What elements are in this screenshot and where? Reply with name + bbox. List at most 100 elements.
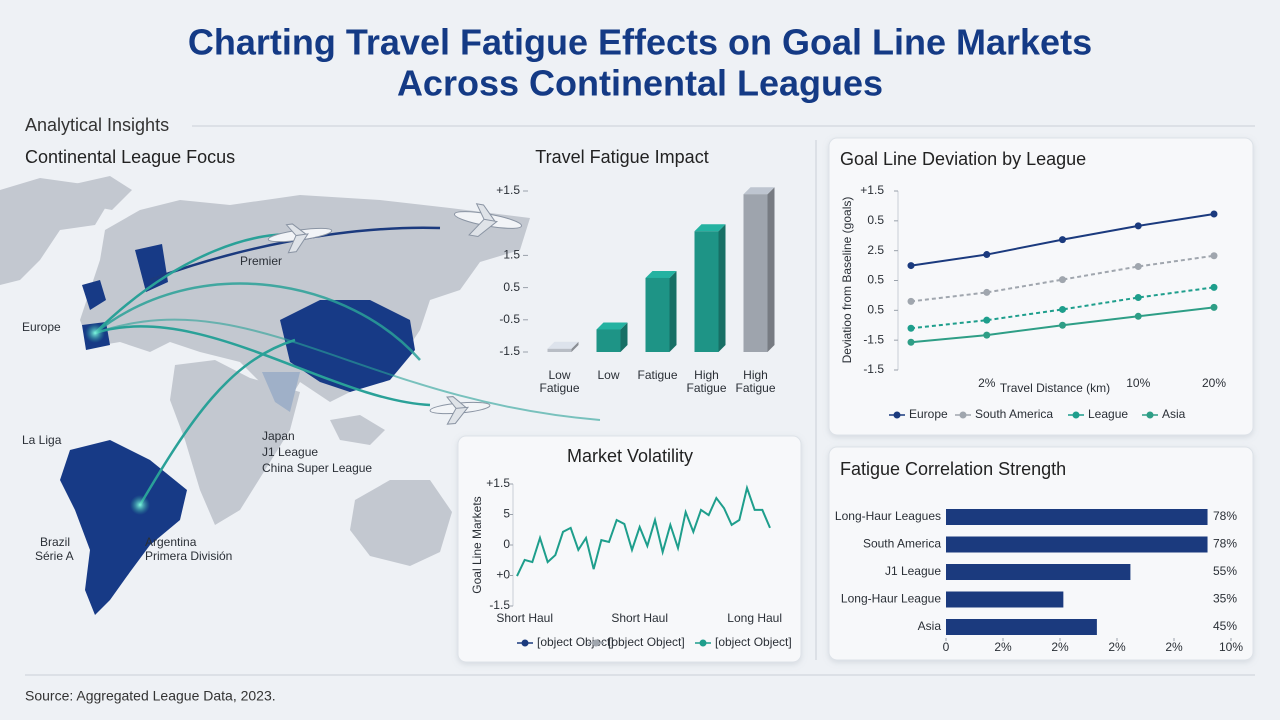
bar-top: [743, 187, 775, 195]
section-title: Analytical Insights: [25, 115, 169, 135]
series-line: [910, 286, 1215, 330]
point: [907, 262, 915, 270]
y-tick-label: 5: [503, 507, 510, 521]
value-label: 35%: [1213, 592, 1237, 606]
y-tick-label: 1.5: [503, 248, 520, 262]
bar-top: [645, 270, 677, 278]
x-axis-title: Travel Distance (km): [1000, 381, 1110, 395]
y-tick-label: 2.5: [867, 243, 884, 257]
y-axis-title: Goal Line Markets: [470, 496, 484, 593]
chart-title: Travel Fatigue Impact: [535, 147, 708, 167]
x-tick-label: 2%: [1108, 640, 1126, 654]
point: [1210, 283, 1218, 291]
map-label: Argentina: [145, 535, 197, 549]
point: [1059, 305, 1066, 313]
x-tick-label: Low: [597, 368, 620, 382]
point: [1134, 312, 1142, 320]
point: [1134, 222, 1142, 230]
series-line: [910, 254, 1215, 303]
x-tick-label: 10%: [1126, 376, 1150, 390]
point: [907, 297, 915, 305]
point: [983, 288, 991, 296]
bar-side: [620, 322, 628, 352]
bar-top: [694, 224, 726, 232]
source: Source: Aggregated League Data, 2023.: [25, 688, 276, 704]
x-tick-label: Fatigue: [637, 368, 678, 382]
category-label: South America: [863, 537, 941, 551]
x-tick-label: Long Haul: [727, 611, 782, 625]
legend-label: Asia: [1162, 407, 1186, 421]
x-tick-label: Short Haul: [611, 611, 668, 625]
map-title: Continental League Focus: [25, 147, 235, 167]
legend-label: [object Object]: [608, 635, 685, 649]
series-line: [516, 484, 771, 577]
x-tick-label: High Fatigue: [686, 368, 727, 395]
point: [1134, 262, 1142, 270]
chart-title: Fatigue Correlation Strength: [840, 459, 1066, 479]
x-tick-label: Short Haul: [496, 611, 553, 625]
bar-top: [547, 341, 579, 349]
card: [828, 446, 1254, 661]
bar-side: [669, 270, 677, 352]
y-tick-label: 0.5: [867, 213, 884, 227]
y-tick-label: 0.5: [867, 273, 884, 287]
value-label: 55%: [1213, 564, 1237, 578]
bar: [596, 329, 621, 352]
y-tick-label: -1.5: [499, 344, 520, 358]
chart-title: Market Volatility: [567, 446, 693, 466]
bar-side: [571, 341, 579, 352]
map-label: Premier: [240, 254, 282, 268]
x-tick-label: 10%: [1219, 640, 1243, 654]
y-axis-title: Deviatioo from Baseline (goals): [840, 197, 854, 364]
world-map: [0, 176, 601, 615]
y-tick-label: 0.5: [503, 280, 520, 294]
x-tick-label: 2%: [1165, 640, 1183, 654]
legend-label: South America: [975, 407, 1053, 421]
point: [1134, 294, 1142, 302]
point: [983, 316, 991, 324]
legend-swatch: [959, 411, 967, 419]
bar: [946, 536, 1208, 553]
y-tick-label: +1.5: [860, 183, 884, 197]
point: [1059, 276, 1066, 284]
map-label: Brazil: [40, 535, 70, 549]
y-tick-label: -1.5: [863, 332, 884, 346]
map-label: Primera División: [145, 549, 232, 563]
x-tick-label: 0: [943, 640, 950, 654]
y-tick-label: 0: [503, 537, 510, 551]
point: [1059, 236, 1066, 244]
bar: [946, 564, 1131, 580]
legend-swatch: [699, 639, 707, 647]
x-tick-label: 2%: [978, 376, 996, 390]
legend-swatch: [592, 639, 600, 647]
card: [828, 137, 1254, 436]
bar: [743, 194, 768, 352]
chart-title: Goal Line Deviation by League: [840, 149, 1086, 169]
point: [1210, 303, 1218, 311]
bar-side: [767, 187, 775, 352]
x-tick-label: 20%: [1202, 376, 1226, 390]
category-label: Asia: [918, 619, 942, 633]
bar-side: [718, 224, 726, 352]
bar-top: [596, 322, 628, 330]
y-tick-label: -1.5: [489, 598, 510, 612]
x-tick-label: High Fatigue: [735, 368, 776, 395]
point: [907, 324, 915, 332]
map-label: J1 League: [262, 445, 318, 459]
map-label: China Super League: [262, 461, 372, 475]
category-label: Long-Haur League: [841, 592, 941, 606]
value-label: 45%: [1213, 619, 1237, 633]
y-tick-label: +0: [496, 568, 510, 582]
point: [1210, 210, 1218, 218]
legend-label: [object Object]: [715, 635, 792, 649]
legend-swatch: [521, 639, 529, 647]
map-label: Série A: [35, 549, 74, 563]
x-tick-label: 2%: [994, 640, 1012, 654]
point: [983, 251, 991, 259]
title-line: Across Continental Leagues: [397, 63, 883, 104]
value-label: 78%: [1213, 537, 1237, 551]
category-label: Long-Haur Leagues: [835, 509, 941, 523]
value-label: 78%: [1213, 509, 1237, 523]
y-tick-label: +1.5: [486, 476, 510, 490]
map-label: La Liga: [22, 433, 62, 447]
